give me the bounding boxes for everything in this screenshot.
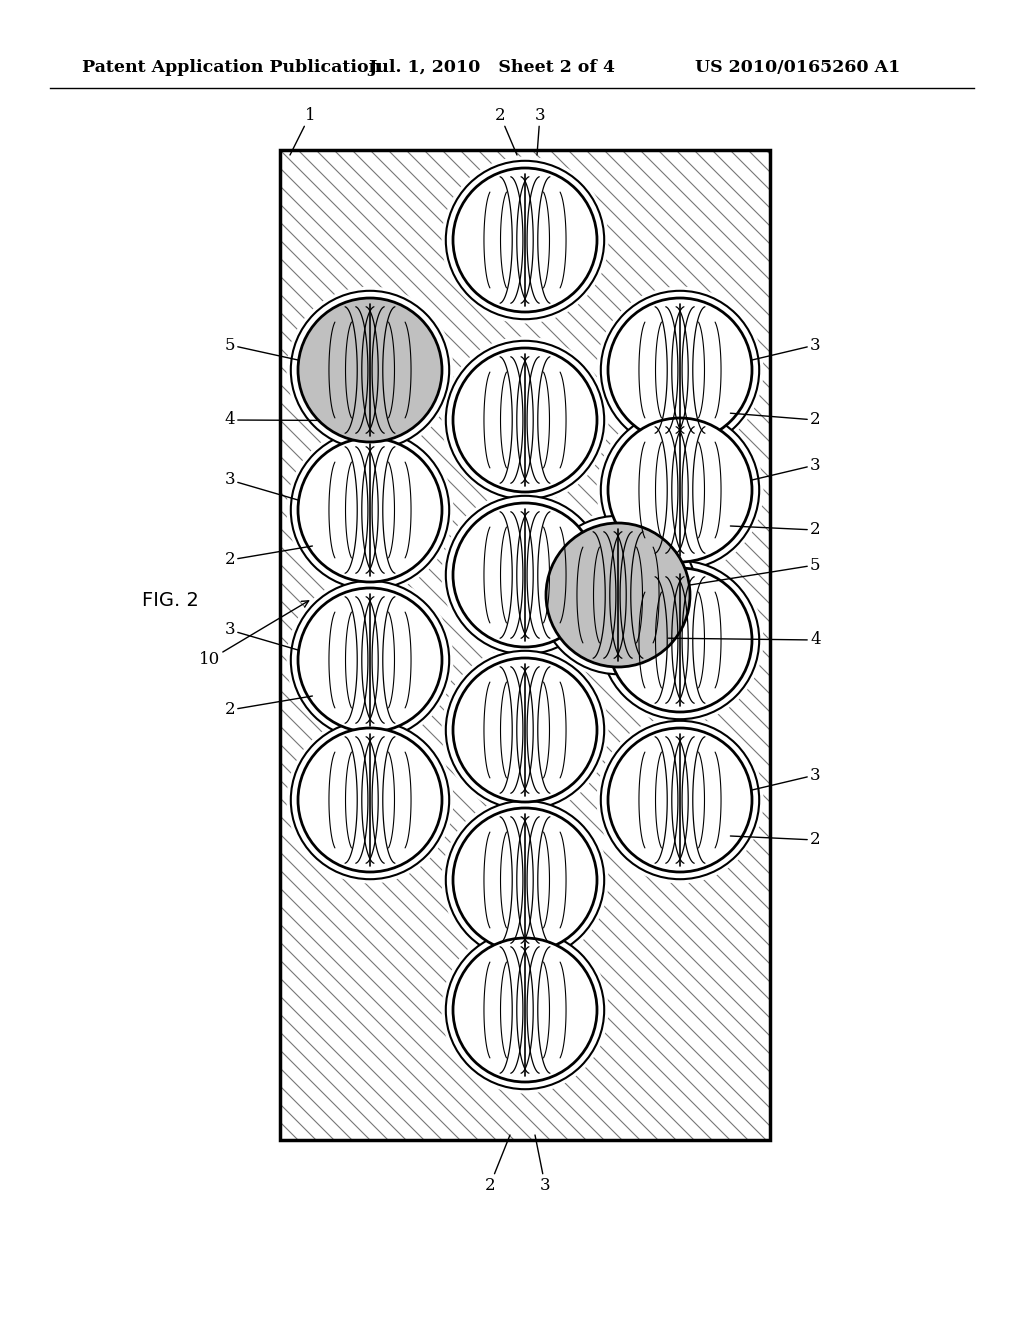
Text: 3: 3 <box>535 1135 550 1193</box>
Circle shape <box>536 512 700 677</box>
Circle shape <box>453 939 597 1082</box>
Circle shape <box>298 729 442 873</box>
Circle shape <box>601 411 759 569</box>
Circle shape <box>298 587 442 733</box>
Circle shape <box>298 438 442 582</box>
Circle shape <box>445 801 604 960</box>
Circle shape <box>445 161 604 319</box>
Circle shape <box>442 797 608 962</box>
Text: 2: 2 <box>730 832 820 849</box>
Text: Patent Application Publication: Patent Application Publication <box>82 59 381 77</box>
Text: 3: 3 <box>752 337 820 360</box>
Circle shape <box>442 647 608 813</box>
Circle shape <box>287 428 453 593</box>
Circle shape <box>291 581 450 739</box>
Bar <box>280 150 770 1140</box>
Text: 3: 3 <box>224 622 298 649</box>
Circle shape <box>453 808 597 952</box>
Circle shape <box>442 492 608 657</box>
Text: 2: 2 <box>730 521 820 539</box>
Text: US 2010/0165260 A1: US 2010/0165260 A1 <box>695 59 900 77</box>
Circle shape <box>601 290 759 449</box>
Text: 3: 3 <box>535 107 546 154</box>
Text: 4: 4 <box>669 631 820 648</box>
Text: 3: 3 <box>224 471 298 500</box>
Text: 2: 2 <box>484 1135 510 1193</box>
Circle shape <box>597 557 763 723</box>
Text: 2: 2 <box>730 412 820 429</box>
Text: FIG. 2: FIG. 2 <box>141 590 199 610</box>
Text: 2: 2 <box>495 107 517 154</box>
Circle shape <box>453 657 597 803</box>
Text: 3: 3 <box>752 457 820 480</box>
Circle shape <box>453 348 597 492</box>
Circle shape <box>597 407 763 573</box>
Text: 5: 5 <box>224 337 298 360</box>
Circle shape <box>287 717 453 883</box>
Circle shape <box>298 298 442 442</box>
Circle shape <box>597 717 763 883</box>
Text: 10: 10 <box>199 601 308 668</box>
Bar <box>280 150 770 1140</box>
Circle shape <box>291 430 450 589</box>
Circle shape <box>597 288 763 453</box>
Circle shape <box>291 290 450 449</box>
Text: 2: 2 <box>224 696 312 718</box>
Text: 5: 5 <box>690 557 820 585</box>
Circle shape <box>608 568 752 711</box>
Circle shape <box>608 418 752 562</box>
Circle shape <box>442 927 608 1093</box>
Text: 3: 3 <box>752 767 820 789</box>
Circle shape <box>539 516 697 675</box>
Circle shape <box>608 298 752 442</box>
Circle shape <box>608 729 752 873</box>
Circle shape <box>445 931 604 1089</box>
Text: Jul. 1, 2010   Sheet 2 of 4: Jul. 1, 2010 Sheet 2 of 4 <box>368 59 615 77</box>
Circle shape <box>453 168 597 312</box>
Circle shape <box>287 288 453 453</box>
Text: 1: 1 <box>290 107 315 154</box>
Circle shape <box>445 496 604 655</box>
Text: 2: 2 <box>224 546 312 569</box>
Circle shape <box>291 721 450 879</box>
Circle shape <box>445 341 604 499</box>
Text: 4: 4 <box>224 412 319 429</box>
Circle shape <box>601 721 759 879</box>
Circle shape <box>442 337 608 503</box>
Circle shape <box>442 157 608 323</box>
Circle shape <box>445 651 604 809</box>
Circle shape <box>287 577 453 743</box>
Circle shape <box>546 523 690 667</box>
Circle shape <box>601 561 759 719</box>
Circle shape <box>453 503 597 647</box>
